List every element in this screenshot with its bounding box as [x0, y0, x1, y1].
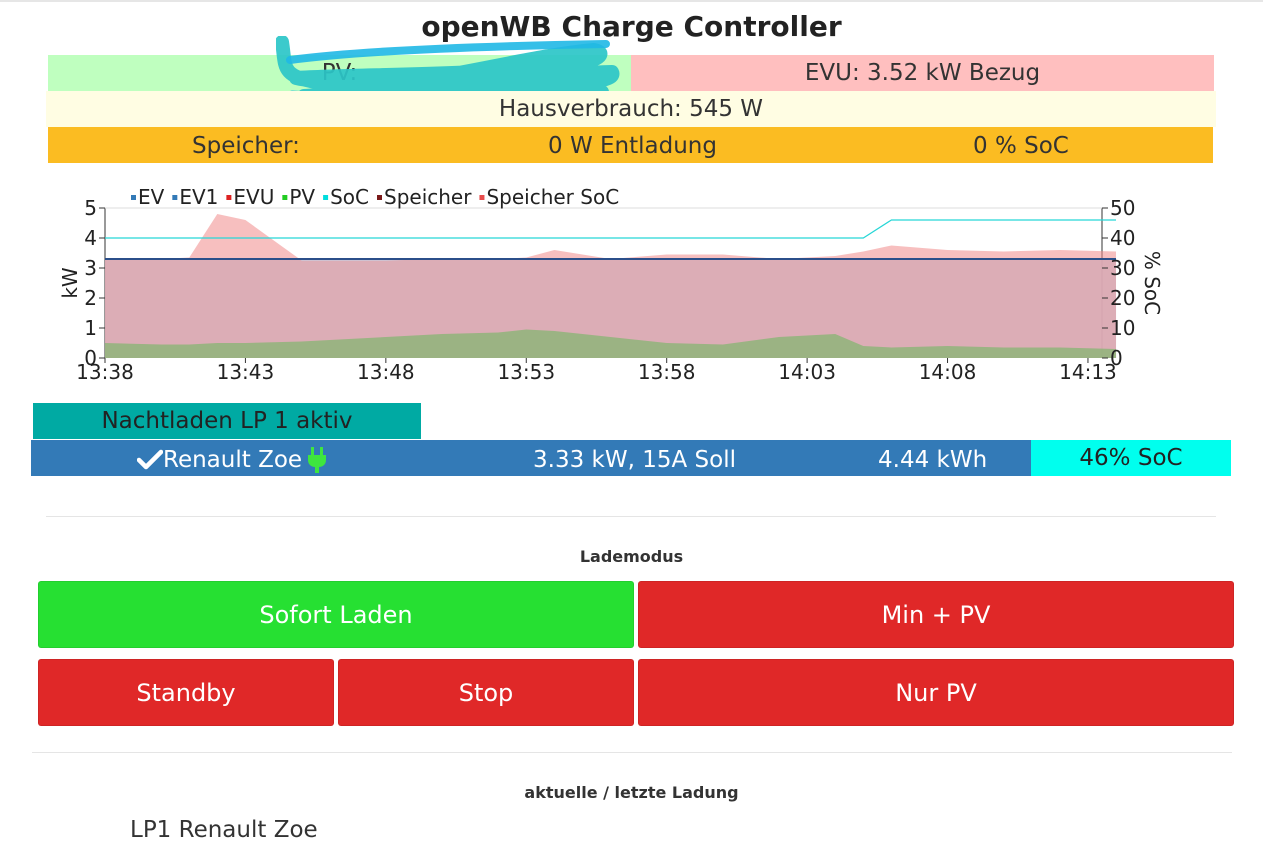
chart-xtick-label: 13:38: [76, 360, 134, 384]
chart-series-evu-area: [105, 214, 1117, 358]
chart-y2tick-label: 30: [1110, 256, 1135, 280]
loadpoint-soc: 46% SoC: [1031, 440, 1231, 476]
chart-xtick-label: 14:03: [778, 360, 836, 384]
chart-legend-marker: [377, 195, 382, 200]
evu-status: EVU: 3.52 kW Bezug: [631, 55, 1214, 91]
loadpoint-row[interactable]: Renault Zoe 3.33 kW, 15A Soll 4.44 kWh: [31, 440, 1031, 476]
loadpoint-name-group: Renault Zoe: [137, 440, 328, 480]
loadpoint-name: Renault Zoe: [163, 447, 303, 473]
chart-xtick-label: 13:43: [217, 360, 275, 384]
chart-legend-label: EV1: [179, 185, 218, 209]
chart-legend-marker: [323, 195, 329, 200]
chart-ytick-label: 3: [84, 256, 97, 280]
chart-legend-marker: [172, 195, 178, 200]
chart-ytick-label: 1: [84, 316, 97, 340]
nachtladen-badge: Nachtladen LP 1 aktiv: [33, 403, 421, 439]
chart-ytick-label: 4: [84, 226, 97, 250]
chart-xtick-label: 13:58: [638, 360, 696, 384]
nur-pv-button[interactable]: Nur PV: [638, 659, 1234, 726]
chart-ytick-label: 0: [84, 346, 97, 370]
loadpoint-energy: 4.44 kWh: [878, 447, 988, 473]
chart-y2tick-label: 50: [1110, 196, 1135, 220]
top-divider: [0, 0, 1263, 2]
chart-xtick-label: 13:53: [497, 360, 555, 384]
section-divider: [32, 752, 1232, 753]
chart-series-soc-line: [105, 219, 1116, 239]
speicher-label: Speicher:: [192, 133, 300, 159]
page-title: openWB Charge Controller: [421, 10, 842, 43]
speicher-power: 0 W Entladung: [548, 133, 717, 159]
stop-button[interactable]: Stop: [338, 659, 634, 726]
chart-legend-label: Speicher SoC: [486, 185, 619, 209]
chart-y2tick-label: 0: [1110, 346, 1123, 370]
chart-series-pv-area: [105, 329, 1117, 358]
chart-legend-marker: [226, 195, 232, 200]
pv-status: PV:: [48, 55, 631, 91]
min-pv-button[interactable]: Min + PV: [638, 581, 1234, 648]
lademodus-heading: Lademodus: [579, 547, 684, 566]
sofort-laden-button[interactable]: Sofort Laden: [38, 581, 634, 648]
plug-icon: [308, 447, 327, 473]
chart-y2tick-label: 40: [1110, 226, 1135, 250]
speicher-status: Speicher: 0 W Entladung 0 % SoC: [48, 127, 1213, 163]
chart-xtick-label: 14:08: [919, 360, 977, 384]
hausverbrauch-status: Hausverbrauch: 545 W: [46, 91, 1216, 127]
speicher-soc: 0 % SoC: [973, 133, 1069, 159]
chart-legend-label: Speicher: [384, 185, 472, 209]
section-divider: [46, 516, 1216, 517]
pv-label: PV:: [321, 60, 358, 86]
ladung-loadpoint-name: LP1 Renault Zoe: [130, 817, 318, 843]
chart-y2tick-label: 20: [1110, 286, 1135, 310]
chart-legend-marker: [131, 195, 136, 200]
loadpoint-power: 3.33 kW, 15A Soll: [533, 447, 736, 473]
check-icon: [137, 449, 163, 470]
chart-y2-axis-title: % SoC: [1140, 251, 1164, 315]
chart-ytick-label: 5: [84, 196, 97, 220]
chart-legend-label: SoC: [330, 185, 369, 209]
standby-button[interactable]: Standby: [38, 659, 334, 726]
chart-y-axis-title: kW: [58, 267, 82, 299]
chart-xtick-label: 14:13: [1059, 360, 1117, 384]
chart-legend-label: PV: [289, 185, 315, 209]
chart-legend-label: EV: [138, 185, 165, 209]
chart-legend-marker: [282, 195, 288, 200]
chart-legend-marker: [479, 195, 485, 200]
chart-xtick-label: 13:48: [357, 360, 415, 384]
chart-y2tick-label: 10: [1110, 316, 1135, 340]
chart-legend-label: EVU: [233, 185, 274, 209]
chart-ytick-label: 2: [84, 286, 97, 310]
ladung-heading: aktuelle / letzte Ladung: [524, 783, 739, 802]
